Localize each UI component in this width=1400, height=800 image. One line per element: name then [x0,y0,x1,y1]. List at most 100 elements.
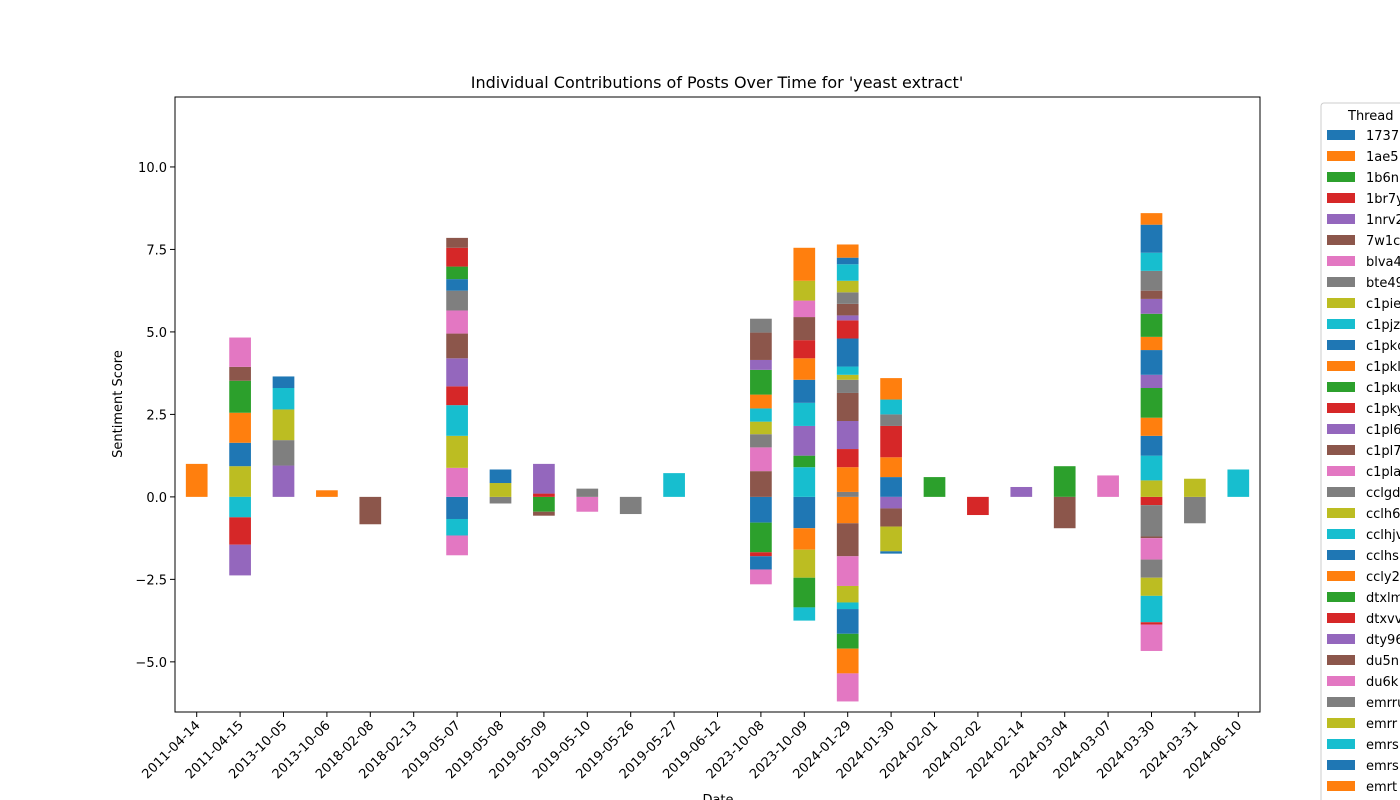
bar-segment [793,317,816,341]
bar-segment [793,455,816,468]
bar-segment [750,434,772,448]
bar-segment [229,337,251,367]
legend-swatch [1327,634,1355,644]
legend-swatch [1327,214,1355,224]
legend-swatch [1327,613,1355,623]
bar-segment [880,378,902,400]
bar-segment [880,425,902,458]
legend-title: Thread [1347,109,1393,124]
legend-swatch [1327,424,1355,434]
y-tick-label: −2.5 [135,573,167,588]
legend-label: dtxlm [1366,591,1400,606]
bar-segment [272,440,295,466]
bar-segment [836,303,859,316]
bar-segment [793,496,816,529]
legend-label: emrs [1366,759,1399,774]
bar-segment [880,526,902,552]
legend-label: dtxvv [1366,612,1400,627]
bar-segment [663,473,685,497]
bar-segment [793,340,816,359]
legend-label: bte49 [1366,276,1400,291]
bar-segment [533,493,555,497]
bar-segment [1140,435,1163,456]
bar-segment [1140,270,1163,291]
bar-segment [836,280,859,293]
bar-segment [359,496,382,525]
y-tick-label: −5.0 [135,656,167,671]
legend-label: du6k [1366,675,1399,690]
bar-segment [836,523,859,557]
y-axis-label: Sentiment Score [111,350,126,458]
bar-segment [1140,252,1163,271]
bar-segment [923,477,946,497]
legend-swatch [1327,277,1355,287]
bar-segment [1140,350,1163,375]
legend-label: c1pl6 [1366,423,1400,438]
bar-segment [446,467,468,497]
bar-segment [272,409,295,441]
legend-label: c1pie [1366,297,1400,312]
bar-segment [750,447,772,472]
bar-segment [446,290,468,311]
bar-segment [1097,475,1119,497]
bar-segment [1140,313,1163,337]
bar-segment [750,421,772,435]
y-tick-label: 7.5 [146,243,167,258]
bar-segment [880,496,902,509]
legend-label: c1pky [1366,402,1400,417]
legend-label: du5n [1366,654,1399,669]
bar-segment [836,320,859,339]
plot-frame [174,96,1261,713]
bar-segment [750,394,772,409]
bar-segment [1140,505,1163,537]
bar-segment [229,366,251,381]
bar-segment [750,408,772,422]
bar-segment [1140,577,1163,596]
bar-segment [793,549,816,578]
bar-segment [185,463,208,497]
legend-swatch [1327,571,1355,581]
bar-segment [446,518,468,536]
legend-label: 1b6n [1366,171,1399,186]
bar-segment [836,420,859,450]
bar-segment [880,508,902,527]
bar-segment [1140,417,1163,436]
bar-segment [793,577,816,608]
bar-segment [229,544,251,576]
bar-segment [272,376,295,389]
bar-segment [836,467,859,492]
legend-label: blva4 [1366,255,1400,270]
bar-segment [1184,478,1206,497]
bar-segment [1140,336,1163,351]
legend-swatch [1327,466,1355,476]
bar-segment [1140,298,1163,314]
bar-segment [1184,496,1206,524]
bar-segment [446,386,468,406]
bar-segment [272,388,295,410]
bar-segment [836,491,859,497]
bar-segment [750,369,772,395]
legend-label: 1737 [1366,129,1399,144]
legend-label: emrru [1366,696,1400,711]
bar-segment [1140,624,1163,651]
bar-segment [750,496,772,523]
legend-swatch [1327,256,1355,266]
bar-segment [967,496,989,516]
bar-segment [880,457,902,478]
legend-label: ccly2 [1366,570,1400,585]
bar-segment [836,366,859,375]
legend-label: emrt [1366,780,1397,795]
bar-segment [836,496,859,524]
bar-segment [836,315,859,321]
legend-label: 1br7y [1366,192,1400,207]
bar-segment [1140,536,1163,539]
bar-segment [1140,374,1163,389]
bar-segment [619,496,642,515]
bar-segment [533,511,555,516]
bar-segment [1140,388,1163,418]
bar-segment [836,609,859,634]
bar-segment [1140,538,1163,560]
bar-segment [836,673,859,702]
bar-segment [576,496,599,512]
legend-swatch [1327,781,1355,791]
